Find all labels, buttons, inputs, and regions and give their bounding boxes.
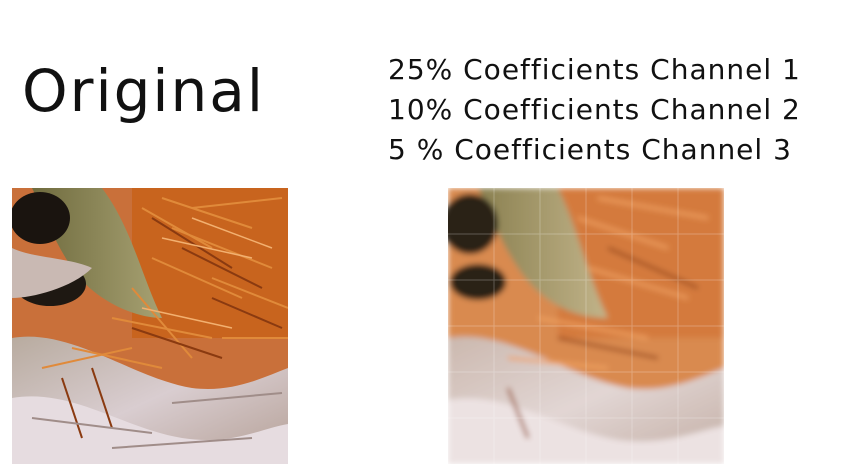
caption-line-channel-3: 5 % Coefficients Channel 3 (388, 133, 792, 166)
caption-line-channel-1: 25% Coefficients Channel 1 (388, 53, 801, 86)
compressed-image (448, 188, 724, 464)
original-title: Original (22, 57, 265, 125)
original-image (12, 188, 288, 464)
caption-line-channel-2: 10% Coefficients Channel 2 (388, 93, 801, 126)
compression-caption: 25% Coefficients Channel 1 10% Coefficie… (388, 50, 838, 170)
